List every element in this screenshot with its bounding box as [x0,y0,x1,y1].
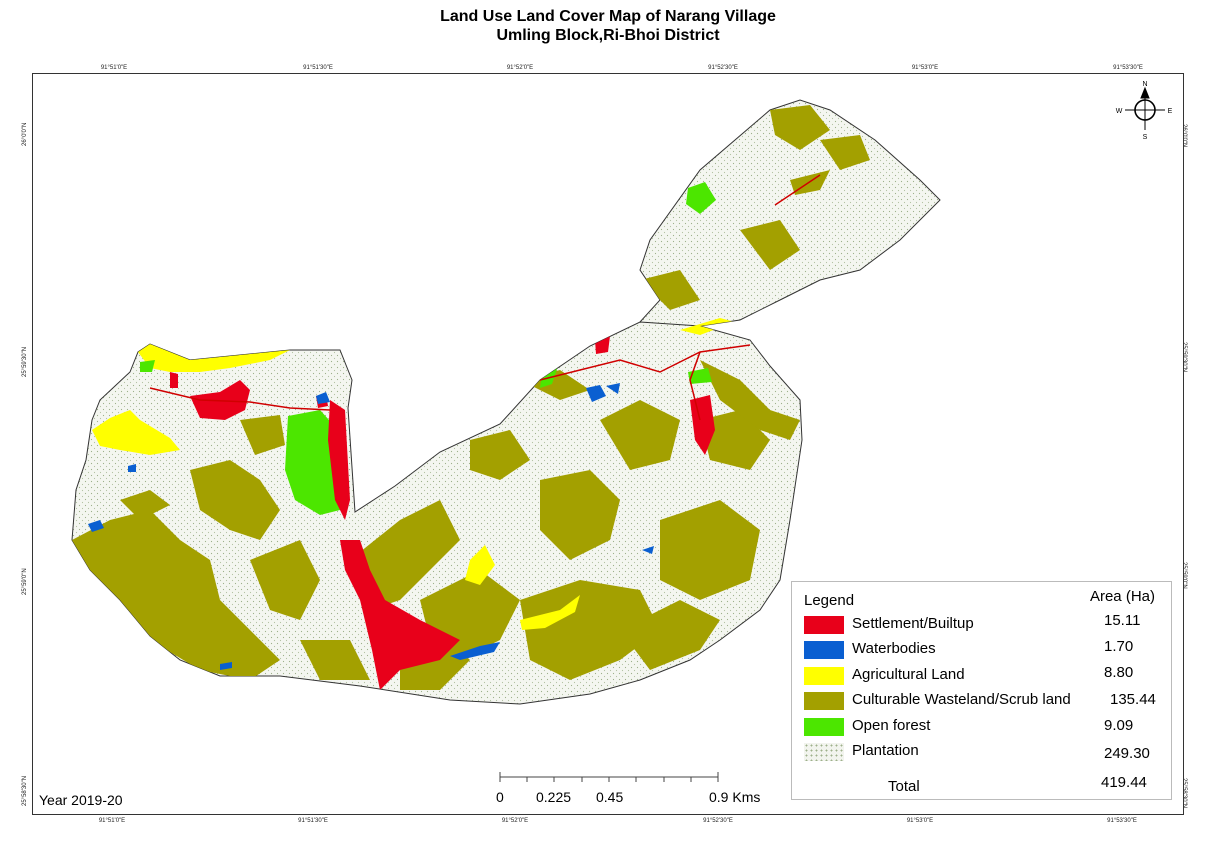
legend-swatch [804,641,844,659]
bottom-lon-label-5: 91°53'0"E [906,818,934,824]
legend-area: 135.44 [1110,691,1156,708]
legend-swatch [804,718,844,736]
bottom-lon-label-4: 91°52'30"E [703,818,733,824]
top-lon-label-3: 91°52'0"E [506,65,534,71]
bottom-lon-label-1: 91°51'0"E [98,818,126,824]
top-lon-label-6: 91°53'30"E [1113,65,1143,71]
waterbody-areas [88,383,654,670]
legend-swatch [804,667,844,685]
south-label: S [1143,134,1148,141]
scale-label-1: 0.225 [536,789,572,805]
year-label: Year 2019-20 [39,792,123,808]
north-label: N [1142,81,1147,88]
bottom-lon-label-6: 91°53'30"E [1107,818,1137,824]
legend-swatch [804,692,844,710]
legend-swatch [804,616,844,634]
west-label: W [1116,108,1123,115]
legend-area: 249.30 [1104,745,1150,762]
north-arrow-icon [1125,86,1165,130]
bottom-lon-label-3: 91°52'0"E [501,818,529,824]
map-title-line2: Umling Block,Ri-Bhoi District [496,27,720,44]
scale-label-0: 0 [496,789,504,805]
legend-swatch [804,743,844,761]
legend-item-waterbodies: Waterbodies 1.70 [804,638,1164,660]
legend-label: Waterbodies [852,640,936,657]
legend-total-label: Total [888,778,920,795]
legend-item-settlement: Settlement/Builtup 15.11 [804,612,1164,635]
legend-item-open-forest: Open forest 9.09 [804,717,1164,737]
bottom-lon-label-2: 91°51'30"E [298,818,328,824]
legend-label: Culturable Wasteland/Scrub land [852,691,1071,708]
top-lon-label-5: 91°53'0"E [911,65,939,71]
legend-item-plantation: Plantation 249.30 [804,742,1164,762]
legend-area-header: Area (Ha) [1089,588,1155,605]
map-frame [32,73,1184,815]
map-title-line1: Land Use Land Cover Map of Narang Villag… [440,8,776,25]
settlement-areas [170,336,715,690]
legend-item-scrub-land: Culturable Wasteland/Scrub land 135.44 [804,691,1164,711]
east-label: E [1168,108,1173,115]
scale-label-3: 0.9 Kms [709,789,761,805]
scale-bar-ticks [499,772,719,782]
legend-label: Open forest [852,717,931,734]
lulc-polygons [72,105,870,690]
agricultural-land-areas [92,318,735,630]
map-legend: Legend Area (Ha) Settlement/Builtup 15.1… [791,581,1172,800]
legend-item-agricultural: Agricultural Land 8.80 [804,664,1164,686]
scrub-land-areas [72,105,870,690]
legend-area: 9.09 [1104,717,1134,734]
road-network [149,174,821,421]
top-lon-label-1: 91°51'0"E [100,65,128,71]
top-lon-label-4: 91°52'30"E [708,65,738,71]
scale-label-2: 0.45 [596,789,624,805]
legend-area: 8.80 [1104,664,1134,681]
legend-area: 1.70 [1104,638,1134,655]
top-lon-label-2: 91°51'30"E [303,65,333,71]
legend-label: Plantation [852,742,919,759]
legend-label: Settlement/Builtup [852,615,974,632]
scale-bar: 0 0.225 0.45 0.9 Kms [490,770,780,810]
legend-label: Agricultural Land [852,666,965,683]
legend-total-value: 419.44 [1101,774,1147,791]
legend-title: Legend [804,592,855,609]
legend-area: 15.11 [1104,612,1141,629]
